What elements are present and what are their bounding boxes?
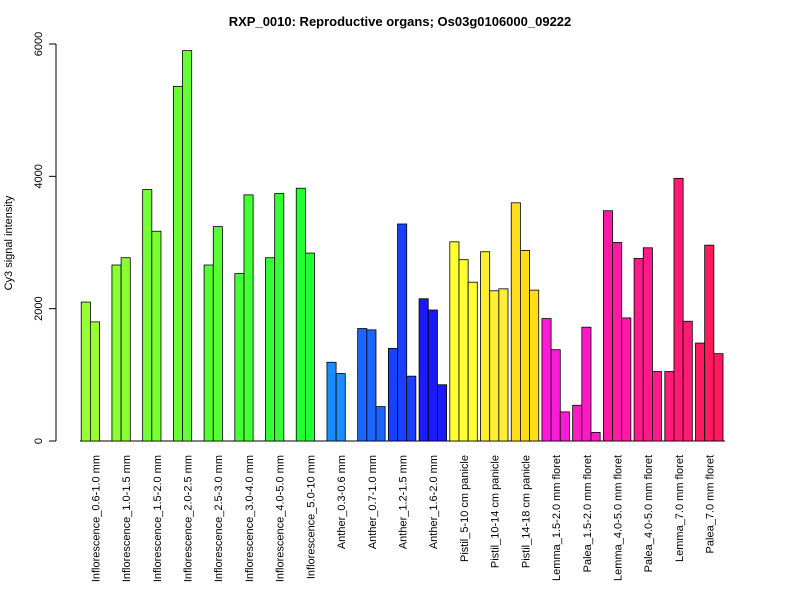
bar bbox=[203, 264, 214, 442]
bar bbox=[541, 318, 552, 442]
y-tick-label: 2000 bbox=[33, 296, 45, 320]
x-tick-label: Inflorescence_2.0-2.5 mm bbox=[183, 455, 195, 582]
y-axis-label: Cy3 signal intensity bbox=[3, 195, 15, 290]
x-tick-label: Anther_1.6-2.0 mm bbox=[428, 455, 440, 549]
bar bbox=[704, 244, 715, 442]
bar bbox=[387, 347, 398, 442]
bar bbox=[664, 371, 675, 442]
bar bbox=[572, 404, 583, 442]
bar bbox=[111, 264, 122, 442]
bar bbox=[406, 375, 417, 442]
bar bbox=[437, 384, 447, 442]
x-tick-label: Lemma_7.0 mm floret bbox=[674, 455, 686, 562]
bar bbox=[602, 210, 613, 442]
bar bbox=[559, 411, 570, 442]
bar bbox=[397, 223, 408, 442]
bar bbox=[519, 250, 530, 442]
bar bbox=[695, 342, 706, 442]
x-tick-label: Inflorescence_2.5-3.0 mm bbox=[213, 455, 225, 582]
x-tick-label: Lemma_4.0-5.0 mm floret bbox=[613, 455, 625, 581]
bar bbox=[682, 320, 693, 442]
x-tick-label: Inflorescence_1.5-2.0 mm bbox=[152, 455, 164, 582]
bar bbox=[80, 301, 91, 442]
bar bbox=[357, 328, 368, 442]
x-tick-label: Palea_1.5-2.0 mm floret bbox=[582, 455, 594, 572]
x-tick-label: Anther_0.7-1.0 mm bbox=[367, 455, 379, 549]
bar bbox=[510, 202, 521, 442]
y-tick-label: 6000 bbox=[33, 32, 45, 56]
bar bbox=[182, 50, 193, 442]
bar bbox=[375, 406, 386, 442]
bar bbox=[418, 298, 429, 442]
bar bbox=[652, 371, 662, 442]
x-tick-label: Pistil_10-14 cm panicle bbox=[490, 455, 502, 568]
bar bbox=[621, 317, 632, 442]
x-tick-label: Palea_4.0-5.0 mm floret bbox=[643, 455, 655, 572]
bar bbox=[529, 289, 540, 442]
bar bbox=[713, 353, 724, 442]
bar bbox=[212, 226, 223, 442]
bar bbox=[172, 85, 183, 442]
y-tick-label: 4000 bbox=[33, 164, 45, 188]
bar bbox=[458, 259, 469, 442]
bar bbox=[480, 251, 491, 442]
bar bbox=[335, 373, 346, 442]
x-tick-label: Palea_7.0 mm floret bbox=[705, 455, 717, 553]
x-tick-label: Inflorescence_5.0-10 mm bbox=[305, 455, 317, 579]
bar bbox=[295, 187, 306, 442]
x-tick-label: Inflorescence_3.0-4.0 mm bbox=[244, 455, 256, 582]
bar bbox=[498, 288, 509, 442]
bar bbox=[326, 361, 337, 442]
bar bbox=[550, 349, 561, 442]
bar bbox=[612, 242, 623, 442]
bar bbox=[633, 257, 644, 442]
bar bbox=[265, 257, 276, 442]
y-tick-label: 0 bbox=[33, 438, 45, 444]
bar bbox=[243, 194, 254, 442]
bar bbox=[590, 431, 601, 442]
x-tick-label: Anther_0.3-0.6 mm bbox=[336, 455, 348, 549]
bar bbox=[142, 189, 153, 442]
bars bbox=[80, 50, 724, 442]
bar bbox=[581, 326, 592, 442]
bar bbox=[274, 193, 285, 442]
x-tick-label: Pistil_14-18 cm panicle bbox=[520, 455, 532, 568]
x-axis-labels: Inflorescence_0.6-1.0 mm Inflorescence_1.… bbox=[90, 455, 716, 582]
bar bbox=[642, 247, 653, 442]
bar bbox=[489, 290, 500, 442]
bar bbox=[673, 177, 684, 442]
bar bbox=[449, 241, 460, 442]
bar bbox=[151, 230, 162, 442]
x-tick-label: Pistil_5-10 cm panicle bbox=[459, 455, 471, 562]
bar bbox=[427, 309, 438, 442]
bar bbox=[89, 321, 100, 442]
x-tick-label: Inflorescence_0.6-1.0 mm bbox=[90, 455, 102, 582]
x-tick-label: Inflorescence_4.0-5.0 mm bbox=[275, 455, 287, 582]
bar bbox=[467, 281, 478, 442]
bar bbox=[366, 329, 377, 442]
x-tick-label: Anther_1.2-1.5 mm bbox=[398, 455, 410, 549]
bar bbox=[120, 257, 131, 442]
bar bbox=[304, 252, 315, 442]
chart-title: RXP_0010: Reproductive organs; Os03g0106… bbox=[229, 14, 572, 29]
x-tick-label: Lemma_1.5-2.0 mm floret bbox=[551, 455, 563, 581]
bar bbox=[234, 273, 245, 442]
x-tick-label: Inflorescence_1.0-1.5 mm bbox=[121, 455, 133, 582]
